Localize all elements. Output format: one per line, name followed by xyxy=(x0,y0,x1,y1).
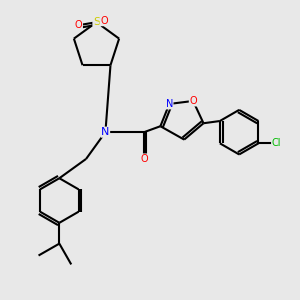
Text: O: O xyxy=(100,16,108,26)
Text: Cl: Cl xyxy=(272,138,281,148)
Text: O: O xyxy=(189,96,197,106)
Text: N: N xyxy=(101,127,110,137)
Text: O: O xyxy=(75,20,82,30)
Text: O: O xyxy=(140,154,148,164)
Text: N: N xyxy=(166,99,173,109)
Text: S: S xyxy=(93,17,100,27)
